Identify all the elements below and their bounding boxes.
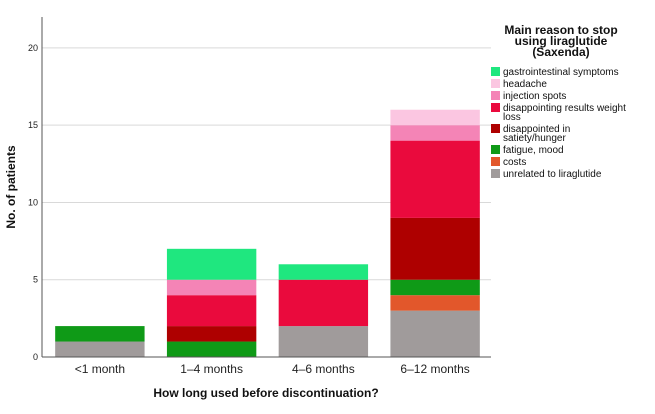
- bar-segment: [166, 295, 257, 327]
- y-tick-label: 20: [28, 43, 38, 53]
- legend-title: (Saxenda): [532, 45, 589, 59]
- x-tick-label: 4–6 months: [292, 362, 355, 376]
- legend-title: using liraglutide: [515, 34, 608, 48]
- y-tick-label: 0: [33, 352, 38, 362]
- legend-swatch: [491, 145, 500, 154]
- bars: [55, 109, 480, 357]
- legend-swatch: [491, 79, 500, 88]
- bar-segment: [390, 217, 480, 280]
- legend-label: loss: [503, 112, 521, 123]
- bar-segment: [55, 326, 145, 342]
- legend-label: fatigue, mood: [503, 145, 564, 156]
- bar-segment: [390, 310, 480, 357]
- legend-label: disappointing results weight: [503, 103, 626, 114]
- bar-segment: [390, 279, 480, 296]
- bar-segment: [390, 109, 480, 126]
- bar-segment: [166, 248, 257, 280]
- bar-segment: [390, 140, 480, 218]
- x-tick-label: 1–4 months: [180, 362, 243, 376]
- bar-segment: [278, 264, 369, 280]
- y-axis-title: No. of patients: [4, 145, 18, 229]
- y-tick-label: 5: [33, 275, 38, 285]
- y-tick-label: 10: [28, 197, 38, 207]
- x-tick-label: 6–12 months: [400, 362, 469, 376]
- legend-swatch: [491, 124, 500, 133]
- legend-swatch: [491, 169, 500, 178]
- bar-segment: [166, 341, 257, 357]
- x-axis-title: How long used before discontinuation?: [153, 386, 378, 400]
- legend-label: costs: [503, 157, 526, 168]
- bar-segment: [278, 279, 369, 327]
- legend-label: injection spots: [503, 91, 566, 102]
- bar-segment: [390, 295, 480, 311]
- bar-segment: [166, 326, 257, 342]
- x-tick-label: <1 month: [75, 362, 125, 376]
- bar-segment: [390, 125, 480, 141]
- legend-swatch: [491, 91, 500, 100]
- legend-swatch: [491, 67, 500, 76]
- legend-swatch: [491, 157, 500, 166]
- legend-label: satiety/hunger: [503, 133, 566, 144]
- bar-segment: [55, 341, 145, 357]
- legend-label: headache: [503, 79, 547, 90]
- bar-segment: [166, 279, 257, 296]
- legend-swatch: [491, 103, 500, 112]
- bar-segment: [278, 326, 369, 357]
- legend-title: Main reason to stop: [504, 23, 617, 37]
- axes: 0 5 10 15 20 <1 month 1–4 months 4–6 months 6–12…: [28, 17, 491, 376]
- legend-label: gastrointestinal symptoms: [503, 67, 619, 78]
- y-tick-label: 15: [28, 120, 38, 130]
- legend-label: unrelated to liraglutide: [503, 169, 602, 180]
- legend-label: disappointed in: [503, 124, 570, 135]
